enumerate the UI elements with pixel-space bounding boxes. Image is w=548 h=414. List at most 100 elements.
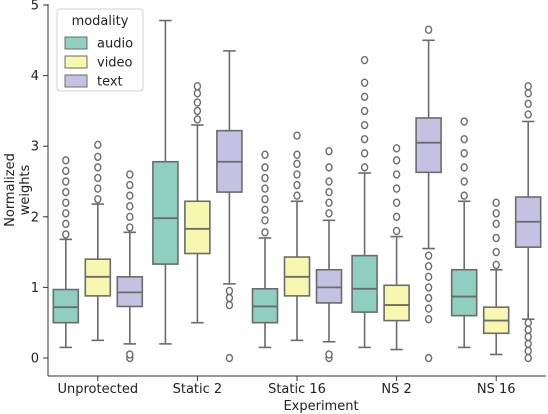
- outlier-point: [492, 219, 500, 229]
- outlier-point: [62, 166, 70, 176]
- outlier-point: [261, 216, 269, 225]
- outlier-point: [424, 293, 433, 303]
- box-audio-ns-16: [450, 117, 478, 349]
- box-iqr: [52, 288, 80, 324]
- x-tick-label: Static 2: [173, 382, 223, 397]
- outlier-point: [424, 353, 433, 363]
- outlier-point: [524, 318, 532, 327]
- outlier-point: [460, 191, 468, 200]
- outlier-point: [524, 346, 532, 356]
- outlier-point: [360, 163, 369, 172]
- box-iqr: [450, 268, 478, 317]
- legend-label-video: video: [97, 56, 133, 71]
- outlier-point: [424, 251, 433, 260]
- outlier-point: [293, 191, 301, 200]
- box-text-static-16: [315, 146, 343, 363]
- y-axis-label: Normalizedweights: [3, 153, 33, 227]
- x-tick-label: NS 2: [381, 382, 411, 397]
- box-iqr: [415, 117, 442, 174]
- outlier-point: [62, 156, 70, 165]
- outlier-point: [126, 202, 134, 211]
- y-tick-label: 0: [31, 352, 39, 367]
- outlier-point: [360, 92, 369, 101]
- x-tick-label: Unprotected: [57, 382, 138, 397]
- outlier-point: [94, 163, 102, 172]
- outlier-point: [325, 209, 333, 218]
- legend-swatch-text: [64, 74, 88, 88]
- y-tick-label: 4: [31, 69, 39, 84]
- outlier-point: [325, 163, 333, 172]
- outlier-point: [261, 194, 269, 204]
- outlier-point: [325, 187, 333, 197]
- legend-frame: [56, 8, 144, 92]
- box-video-static-2: [184, 81, 211, 324]
- outlier-point: [424, 304, 433, 313]
- outlier-point: [524, 110, 532, 119]
- outlier-point: [193, 106, 202, 116]
- box-video-ns-2: [383, 144, 410, 351]
- box-video-ns-16: [482, 198, 510, 356]
- outlier-point: [325, 177, 333, 186]
- outlier-point: [261, 150, 269, 159]
- outlier-point: [261, 228, 269, 237]
- outlier-point: [62, 187, 70, 197]
- box-video-static-16: [283, 131, 311, 342]
- outlier-point: [460, 177, 468, 186]
- outlier-point: [392, 156, 401, 165]
- outlier-point: [325, 198, 333, 207]
- outlier-point: [62, 177, 70, 186]
- outlier-point: [225, 293, 234, 303]
- outlier-point: [62, 219, 70, 229]
- outlier-point: [492, 198, 500, 207]
- box-iqr: [383, 284, 410, 322]
- outlier-point: [524, 353, 532, 363]
- outlier-point: [94, 152, 102, 161]
- legend-swatch-video: [64, 55, 88, 69]
- box-iqr: [351, 254, 378, 313]
- outlier-point: [94, 194, 102, 204]
- outlier-point: [424, 262, 433, 271]
- outlier-point: [261, 205, 269, 214]
- outlier-point: [360, 55, 369, 65]
- outlier-point: [360, 78, 369, 87]
- outlier-point: [392, 226, 401, 236]
- outlier-point: [524, 89, 532, 98]
- outlier-point: [126, 191, 134, 200]
- outlier-point: [126, 223, 134, 232]
- outlier-point: [126, 350, 134, 359]
- x-tick-label: NS 16: [477, 382, 516, 397]
- outlier-point: [126, 180, 134, 190]
- outlier-point: [261, 184, 269, 193]
- outlier-point: [424, 314, 433, 324]
- outlier-point: [492, 247, 500, 257]
- outlier-point: [126, 170, 134, 179]
- box-video-unprotected: [84, 140, 112, 342]
- box-iqr: [152, 160, 179, 265]
- outlier-point: [460, 134, 468, 144]
- outlier-point: [460, 149, 468, 158]
- outlier-point: [293, 170, 301, 179]
- y-tick-label: 1: [31, 281, 39, 296]
- outlier-point: [62, 209, 70, 218]
- outlier-point: [360, 149, 369, 158]
- outlier-point: [524, 332, 532, 342]
- outlier-point: [293, 180, 301, 190]
- box-text-unprotected: [116, 170, 144, 363]
- y-tick-label: 5: [31, 0, 39, 14]
- outlier-point: [392, 170, 401, 179]
- outlier-point: [360, 106, 369, 116]
- outlier-point: [193, 98, 202, 107]
- box-iqr: [315, 268, 343, 304]
- outlier-point: [424, 283, 433, 292]
- outlier-point: [225, 353, 234, 363]
- box-iqr: [184, 200, 211, 255]
- axes: 0 1 2 3 4 5 Unprotected Static 2 Static 16 NS 2 NS…: [3, 0, 546, 414]
- legend-label-text: text: [97, 75, 123, 90]
- outlier-point: [524, 325, 532, 334]
- outlier-point: [293, 150, 301, 159]
- outlier-point: [62, 230, 70, 239]
- outlier-point: [325, 350, 333, 359]
- outlier-point: [193, 81, 202, 91]
- outlier-point: [325, 146, 333, 156]
